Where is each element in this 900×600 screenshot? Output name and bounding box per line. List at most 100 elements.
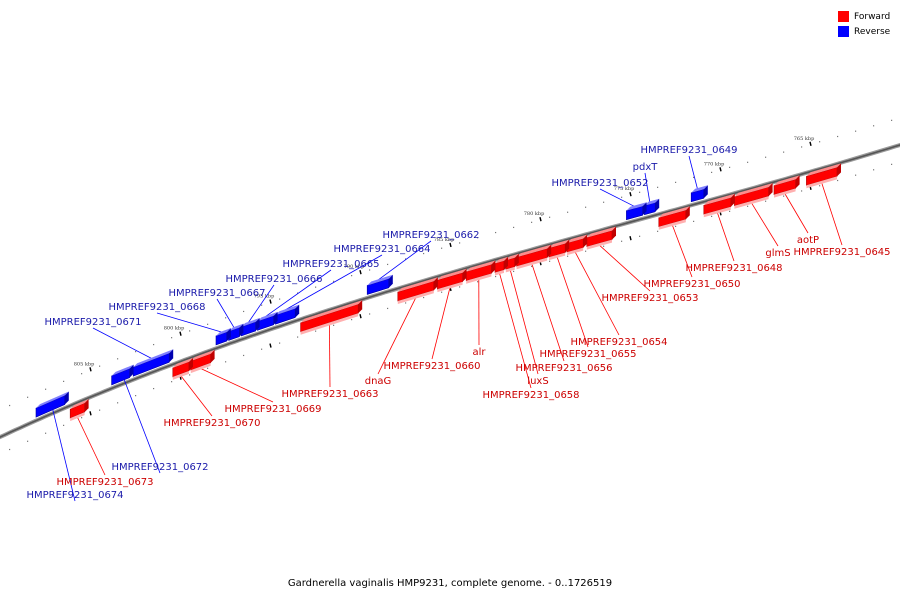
gene-label[interactable]: HMPREF9231_0652 bbox=[551, 178, 648, 189]
gene-label[interactable]: alr bbox=[472, 347, 486, 358]
gene-label[interactable]: dnaG bbox=[365, 376, 392, 387]
gene-label[interactable]: HMPREF9231_0660 bbox=[383, 361, 480, 372]
gene-label[interactable]: aotP bbox=[797, 235, 819, 246]
gene-side-face bbox=[84, 399, 89, 413]
gene-label[interactable]: HMPREF9231_0662 bbox=[382, 230, 479, 241]
gene-feature[interactable] bbox=[215, 328, 231, 346]
gene-label[interactable]: HMPREF9231_0674 bbox=[26, 490, 123, 501]
gene-label[interactable]: HMPREF9231_0663 bbox=[281, 389, 378, 400]
scale-minor-tick bbox=[639, 235, 641, 237]
gene-label[interactable]: HMPREF9231_0669 bbox=[224, 404, 321, 415]
gene-feature[interactable] bbox=[366, 274, 393, 295]
gene-feature[interactable] bbox=[300, 300, 363, 335]
gene-side-face bbox=[655, 198, 660, 212]
gene-feature[interactable] bbox=[111, 364, 134, 386]
scale-minor-tick bbox=[783, 151, 785, 153]
gene-label[interactable]: HMPREF9231_0655 bbox=[539, 349, 636, 360]
gene-label[interactable]: HMPREF9231_0665 bbox=[282, 259, 379, 270]
scale-minor-tick bbox=[315, 330, 317, 332]
gene-feature[interactable] bbox=[494, 256, 508, 276]
gene-label[interactable]: HMPREF9231_0648 bbox=[685, 263, 782, 274]
gene-feature[interactable] bbox=[69, 399, 89, 422]
legend-forward: Forward bbox=[838, 9, 890, 24]
gene-label[interactable]: HMPREF9231_0654 bbox=[570, 337, 667, 348]
gene-label[interactable]: HMPREF9231_0671 bbox=[44, 317, 141, 328]
gene-label[interactable]: HMPREF9231_0656 bbox=[515, 363, 612, 374]
scale-minor-tick bbox=[855, 130, 857, 132]
scale-minor-tick bbox=[279, 298, 281, 300]
scale-minor-tick bbox=[207, 323, 209, 325]
scale-minor-tick bbox=[819, 141, 821, 143]
scale-minor-tick bbox=[549, 260, 551, 262]
gene-feature[interactable] bbox=[690, 185, 708, 203]
gene-feature[interactable] bbox=[644, 198, 660, 216]
label-leader bbox=[216, 298, 235, 328]
scale-minor-tick bbox=[351, 275, 353, 277]
gene-side-face bbox=[462, 268, 467, 282]
gene-label[interactable]: HMPREF9231_0664 bbox=[333, 244, 430, 255]
gene-shadow bbox=[190, 362, 211, 374]
gene-side-face bbox=[583, 234, 588, 248]
label-leader bbox=[180, 375, 213, 417]
gene-shadow bbox=[466, 273, 492, 284]
gene-label[interactable]: HMPREF9231_0658 bbox=[482, 390, 579, 401]
gene-feature[interactable] bbox=[658, 206, 690, 230]
gene-feature[interactable] bbox=[548, 239, 570, 261]
scale-minor-tick bbox=[315, 286, 317, 288]
scale-minor-tick bbox=[567, 211, 569, 213]
gene-label[interactable]: HMPREF9231_0649 bbox=[640, 145, 737, 156]
scale-minor-tick bbox=[171, 337, 173, 339]
scale-minor-tick bbox=[63, 424, 65, 426]
scale-major-tick bbox=[359, 314, 362, 319]
scale-minor-tick bbox=[837, 135, 839, 138]
scale-major-tick bbox=[539, 217, 542, 222]
gene-feature[interactable] bbox=[505, 253, 519, 273]
gene-feature[interactable] bbox=[626, 202, 647, 221]
gene-feature[interactable] bbox=[566, 234, 588, 256]
gene-label[interactable]: HMPREF9231_0668 bbox=[108, 302, 205, 313]
label-leader bbox=[377, 297, 417, 375]
gene-feature[interactable] bbox=[35, 391, 69, 418]
gene-feature[interactable] bbox=[773, 175, 800, 198]
gene-feature[interactable] bbox=[734, 183, 773, 209]
gene-feature[interactable] bbox=[257, 311, 278, 331]
scale-minor-tick bbox=[63, 380, 65, 382]
gene-feature[interactable] bbox=[228, 323, 244, 341]
gene-label[interactable]: HMPREF9231_0672 bbox=[111, 462, 208, 473]
gene-label[interactable]: HMPREF9231_0645 bbox=[793, 247, 890, 258]
gene-feature[interactable] bbox=[516, 244, 552, 270]
scale-minor-tick bbox=[387, 263, 389, 266]
gene-label[interactable]: HMPREF9231_0673 bbox=[56, 477, 153, 488]
scale-minor-tick bbox=[477, 237, 479, 239]
gene-label[interactable]: HMPREF9231_0666 bbox=[225, 274, 322, 285]
scale-minor-tick bbox=[297, 336, 299, 338]
scale-major-tick bbox=[89, 367, 92, 372]
gene-feature[interactable] bbox=[397, 277, 438, 305]
gene-feature[interactable] bbox=[703, 193, 735, 218]
gene-feature[interactable] bbox=[437, 268, 467, 293]
gene-feature[interactable] bbox=[190, 349, 215, 374]
scale-minor-tick bbox=[711, 171, 713, 173]
scale-minor-tick bbox=[657, 186, 659, 188]
gene-label[interactable]: glmS bbox=[765, 248, 790, 259]
gene-label[interactable]: HMPREF9231_0670 bbox=[163, 418, 260, 429]
gene-top-face bbox=[774, 175, 800, 186]
gene-side-face bbox=[433, 277, 438, 291]
gene-side-face bbox=[795, 175, 800, 189]
gene-front-face bbox=[35, 395, 66, 418]
gene-feature[interactable] bbox=[465, 260, 496, 284]
gene-feature[interactable] bbox=[172, 357, 193, 380]
scale-label: 785 kbp bbox=[434, 237, 455, 243]
scale-minor-tick bbox=[81, 373, 83, 375]
scale-minor-tick bbox=[675, 225, 677, 227]
gene-label[interactable]: HMPREF9231_0650 bbox=[643, 279, 740, 290]
gene-label[interactable]: HMPREF9231_0653 bbox=[601, 293, 698, 304]
gene-label[interactable]: luxS bbox=[527, 376, 548, 387]
gene-feature[interactable] bbox=[806, 163, 841, 189]
scale-label: 800 kbp bbox=[164, 326, 185, 332]
scale-minor-tick bbox=[9, 404, 11, 407]
gene-label[interactable]: pdxT bbox=[633, 162, 659, 173]
label-leader bbox=[688, 155, 698, 190]
gene-label[interactable]: HMPREF9231_0667 bbox=[168, 288, 265, 299]
